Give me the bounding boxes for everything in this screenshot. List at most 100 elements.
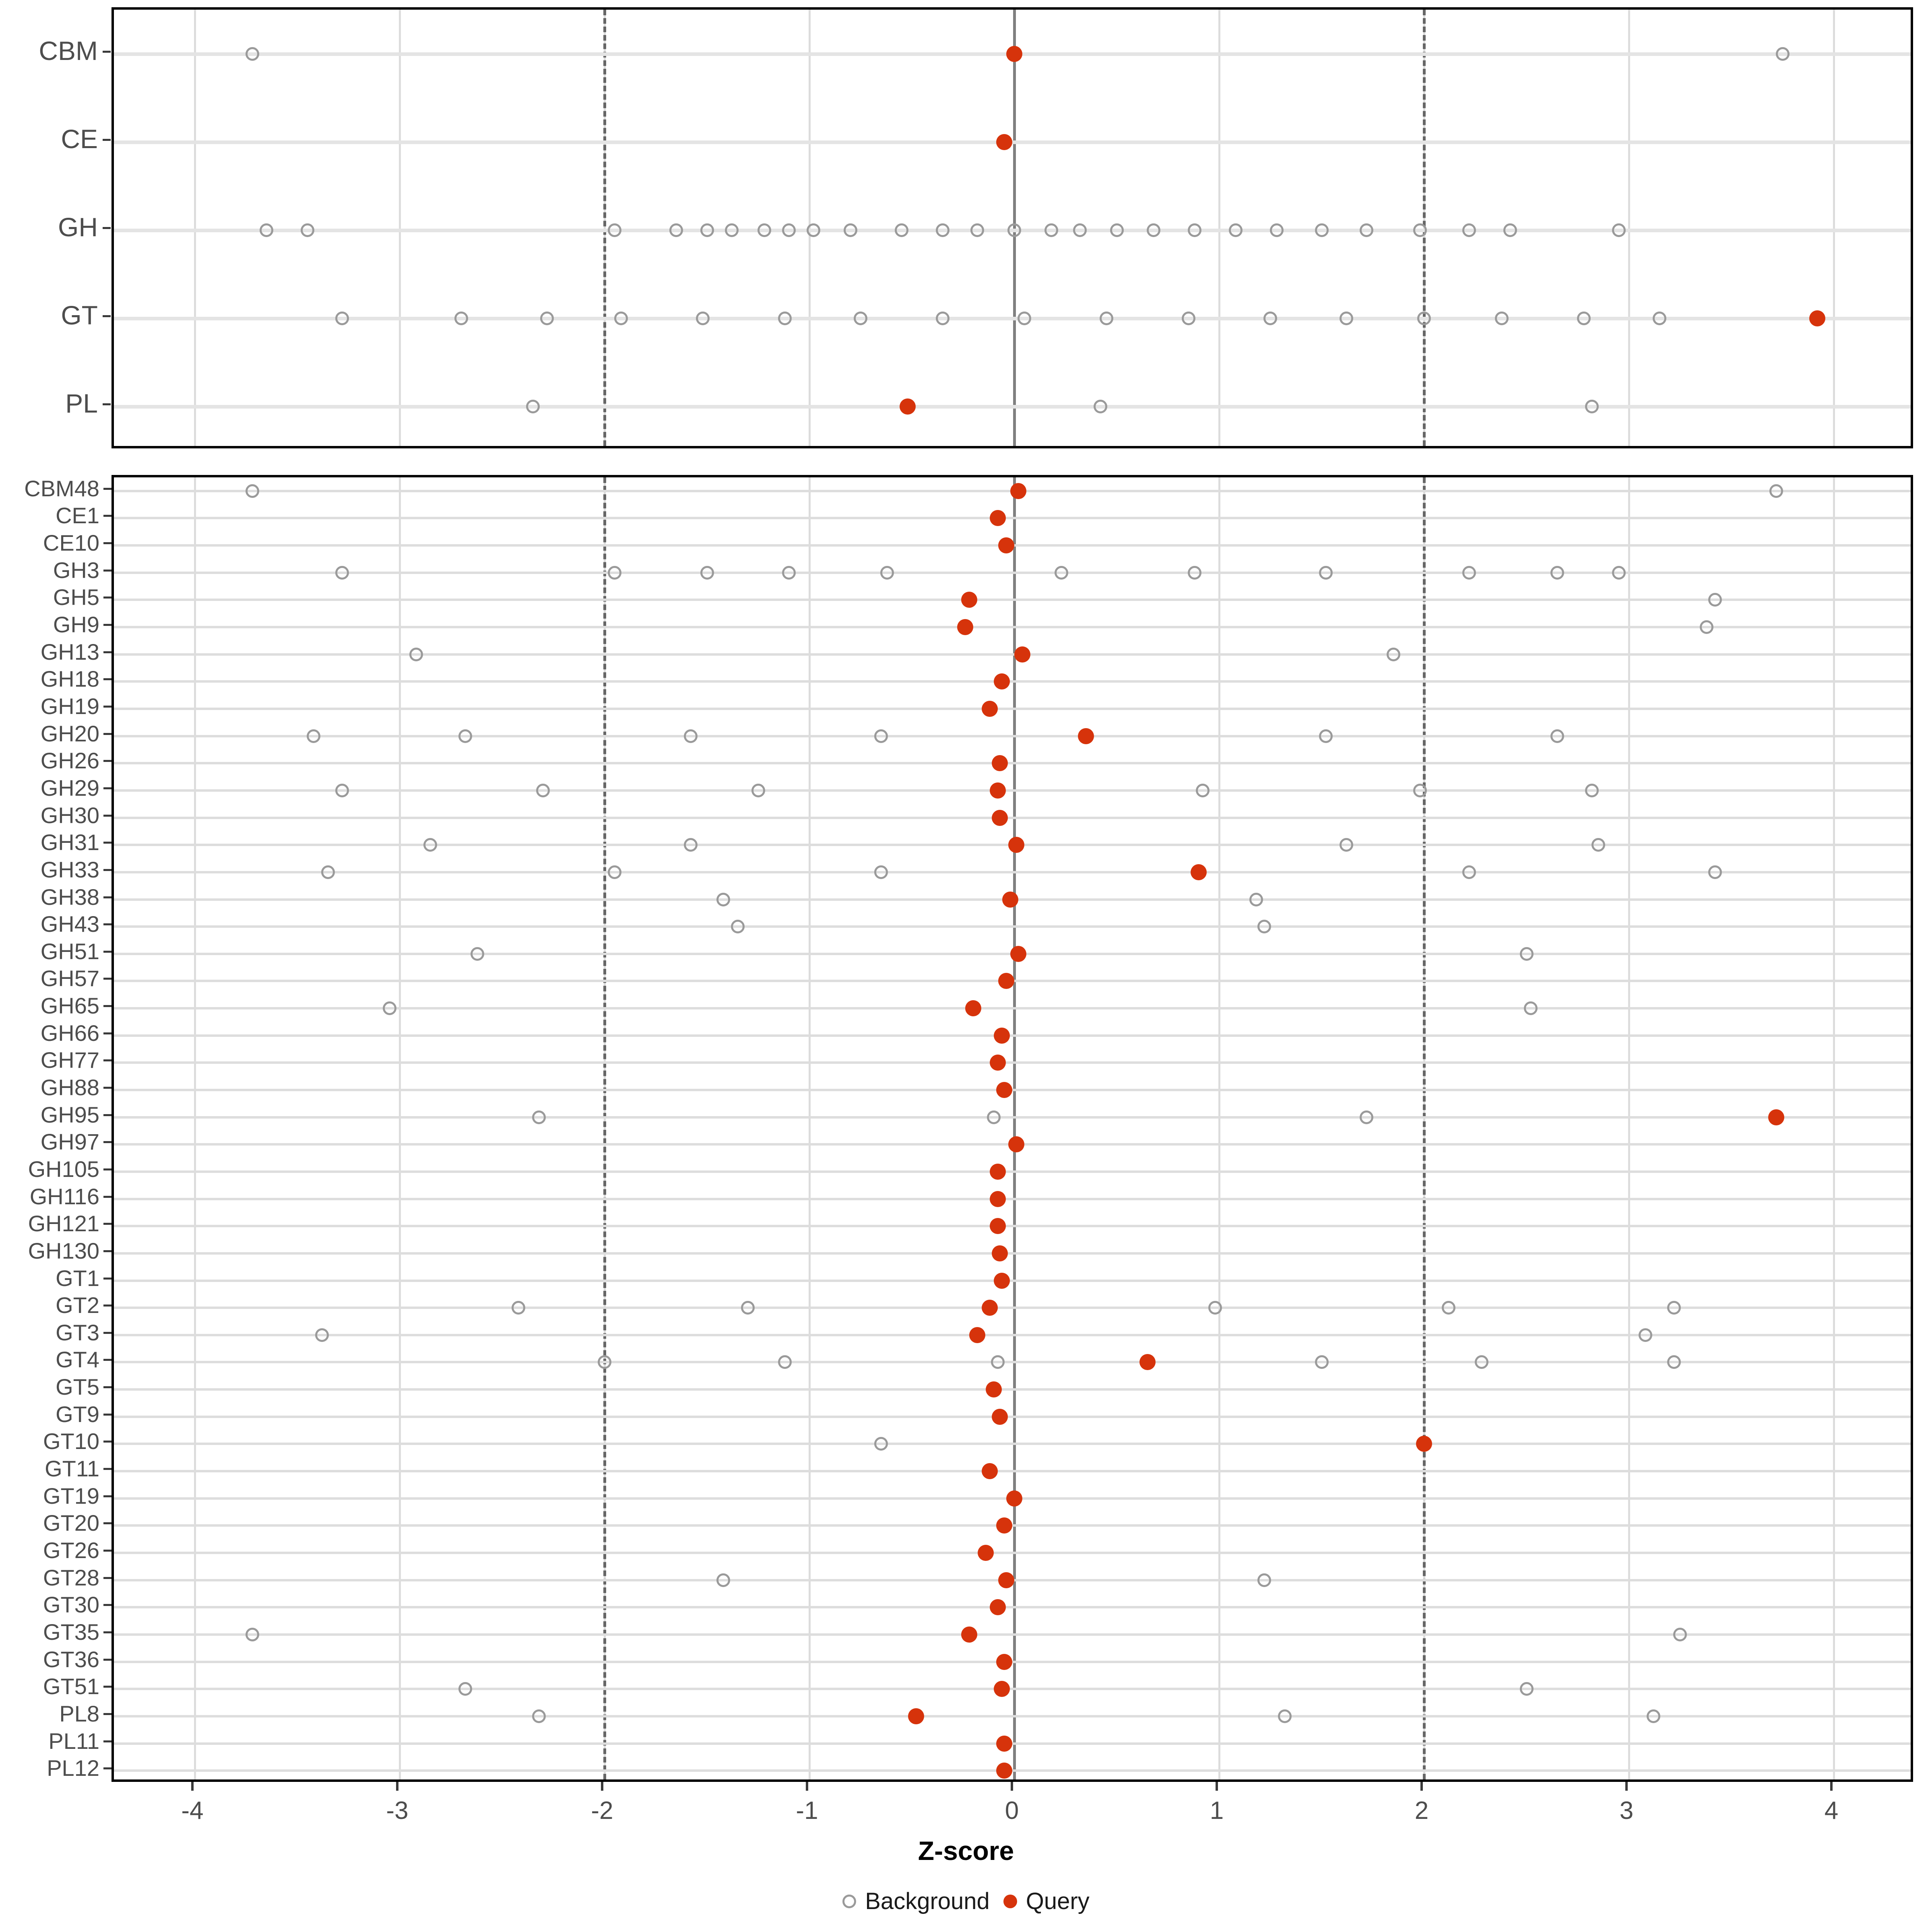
data-point-background <box>880 566 894 580</box>
gridline-horizontal <box>114 1715 1911 1717</box>
gridline-horizontal <box>114 1252 1911 1255</box>
data-point-background <box>598 1355 611 1369</box>
y-tick-mark <box>103 1277 111 1280</box>
y-tick-label-gh88: GH88 <box>40 1075 99 1100</box>
data-point-query <box>961 592 978 608</box>
y-tick-label-ce10: CE10 <box>43 530 99 556</box>
gridline-horizontal <box>114 871 1911 873</box>
legend-item-query[interactable]: Query <box>1003 1888 1090 1915</box>
data-point-background <box>608 566 622 580</box>
data-point-query <box>961 1626 978 1643</box>
gridline-horizontal <box>114 1279 1911 1282</box>
data-point-query <box>992 1408 1008 1425</box>
x-tick-mark <box>1830 1782 1833 1791</box>
y-tick-mark <box>103 1522 111 1525</box>
y-tick-label-gh: GH <box>58 212 98 242</box>
data-point-background <box>1519 947 1534 961</box>
gridline-horizontal <box>114 1552 1911 1554</box>
data-point-query <box>992 809 1008 826</box>
gridline-horizontal <box>114 1606 1911 1609</box>
plot-area-main <box>114 477 1911 1779</box>
data-point-background <box>1196 783 1210 797</box>
data-point-background <box>1708 865 1722 879</box>
data-point-background <box>307 729 321 743</box>
y-tick-label-gh77: GH77 <box>40 1047 99 1073</box>
gridline-horizontal <box>114 1333 1911 1336</box>
y-tick-label-gh95: GH95 <box>40 1102 99 1127</box>
gridline-vertical <box>809 477 811 1779</box>
y-tick-mark <box>103 597 111 599</box>
data-point-background <box>758 223 772 237</box>
y-tick-mark <box>103 1305 111 1307</box>
y-tick-label-gh97: GH97 <box>40 1129 99 1155</box>
y-tick-mark <box>103 896 111 898</box>
legend-item-background[interactable]: Background <box>842 1888 990 1915</box>
y-tick-label-gh38: GH38 <box>40 884 99 910</box>
data-point-query <box>900 398 916 415</box>
y-tick-mark <box>103 1713 111 1715</box>
y-tick-mark <box>103 1331 111 1334</box>
data-point-background <box>782 566 796 580</box>
y-tick-mark <box>103 1223 111 1225</box>
gridline-vertical <box>399 10 401 446</box>
data-point-query <box>996 1653 1012 1670</box>
data-point-query <box>1010 483 1027 499</box>
data-point-query <box>1010 945 1027 962</box>
gridline-horizontal <box>114 626 1911 629</box>
y-tick-label-gh29: GH29 <box>40 775 99 801</box>
y-tick-label-gh105: GH105 <box>28 1156 99 1182</box>
y-tick-label-pl12: PL12 <box>47 1755 99 1781</box>
gridline-vertical <box>1218 477 1220 1779</box>
data-point-background <box>1360 223 1374 237</box>
y-tick-label-gt28: GT28 <box>43 1565 99 1590</box>
y-tick-label-gh26: GH26 <box>40 748 99 774</box>
data-point-query <box>990 1163 1006 1180</box>
gridline-horizontal <box>114 1197 1911 1200</box>
data-point-background <box>1319 566 1333 580</box>
data-point-background <box>1585 783 1599 797</box>
y-tick-mark <box>103 1005 111 1007</box>
data-point-background <box>1653 312 1667 326</box>
gridline-vertical <box>194 477 196 1779</box>
y-tick-mark <box>103 1413 111 1416</box>
data-point-background <box>1315 1355 1329 1369</box>
data-point-background <box>1055 566 1069 580</box>
data-point-background <box>335 783 349 797</box>
data-point-background <box>1700 620 1714 634</box>
data-point-background <box>1208 1301 1222 1315</box>
gridline-horizontal <box>114 653 1911 656</box>
y-tick-mark <box>103 733 111 735</box>
data-point-background <box>1442 1301 1456 1315</box>
data-point-query <box>996 1517 1012 1534</box>
data-point-background <box>1612 566 1626 580</box>
y-tick-label-gh33: GH33 <box>40 857 99 882</box>
data-point-background <box>751 783 765 797</box>
data-point-background <box>260 223 274 237</box>
data-point-background <box>335 312 349 326</box>
y-tick-label-gt9: GT9 <box>56 1401 99 1427</box>
reference-line-dashed <box>1423 477 1426 1779</box>
y-tick-mark <box>103 1767 111 1770</box>
gridline-horizontal <box>114 1660 1911 1663</box>
data-point-background <box>741 1301 755 1315</box>
data-point-background <box>300 223 314 237</box>
data-point-background <box>321 865 335 879</box>
y-tick-mark <box>103 787 111 789</box>
gridline-horizontal <box>114 1307 1911 1309</box>
y-tick-label-gt5: GT5 <box>56 1374 99 1400</box>
y-tick-mark <box>103 315 111 318</box>
y-tick-mark <box>103 705 111 708</box>
gridline-horizontal <box>114 1633 1911 1636</box>
data-point-background <box>1263 312 1278 326</box>
data-point-background <box>1413 783 1427 797</box>
data-point-background <box>532 1110 546 1124</box>
data-point-background <box>1257 920 1271 934</box>
y-tick-label-gt3: GT3 <box>56 1319 99 1345</box>
data-point-query <box>1008 837 1025 853</box>
legend-label-background: Background <box>865 1888 990 1914</box>
data-point-background <box>382 1001 396 1016</box>
data-point-query <box>990 1055 1006 1071</box>
data-point-background <box>1100 312 1114 326</box>
filled-circle-icon <box>1003 1894 1017 1908</box>
